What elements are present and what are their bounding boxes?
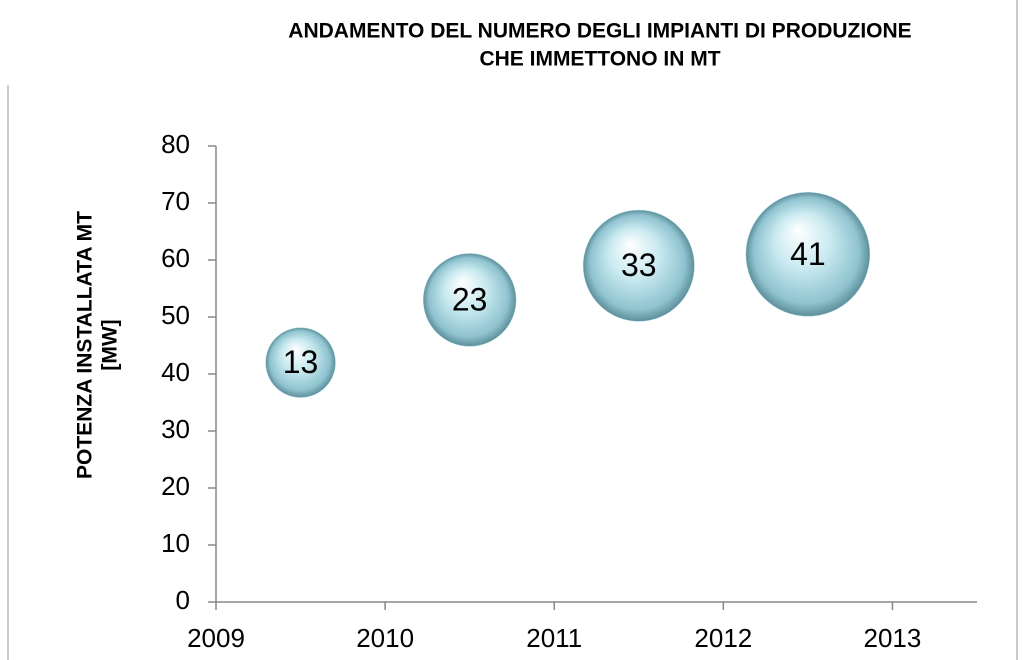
bubble [265,327,336,398]
data-label: 41 [790,236,826,272]
y-axis-title: POTENZA INSTALLATA MT [74,211,97,479]
bubble [745,192,871,317]
y-tick-label: 60 [161,243,190,273]
y-axis-title: [MW] [99,319,122,370]
chart-title: ANDAMENTO DEL NUMERO DEGLI IMPIANTI DI P… [288,20,911,43]
y-tick-label: 80 [161,129,190,159]
y-tick-label: 70 [161,186,190,216]
y-tick-label: 20 [161,471,190,501]
data-label: 13 [283,344,319,380]
x-tick-label: 2012 [694,623,752,653]
x-tick-label: 2011 [526,623,582,653]
bubble [582,209,695,322]
y-tick-label: 50 [161,300,190,330]
chart-title: CHE IMMETTONO IN MT [479,48,720,71]
x-tick-label: 2009 [187,623,245,653]
y-tick-label: 10 [161,528,190,558]
x-tick-label: 2013 [864,623,922,653]
y-tick-label: 40 [161,357,190,387]
data-label: 23 [452,281,488,317]
y-tick-label: 0 [176,585,190,615]
data-label: 33 [621,247,657,283]
bubble [422,253,517,347]
y-tick-label: 30 [161,414,190,444]
x-tick-label: 2010 [356,623,414,653]
